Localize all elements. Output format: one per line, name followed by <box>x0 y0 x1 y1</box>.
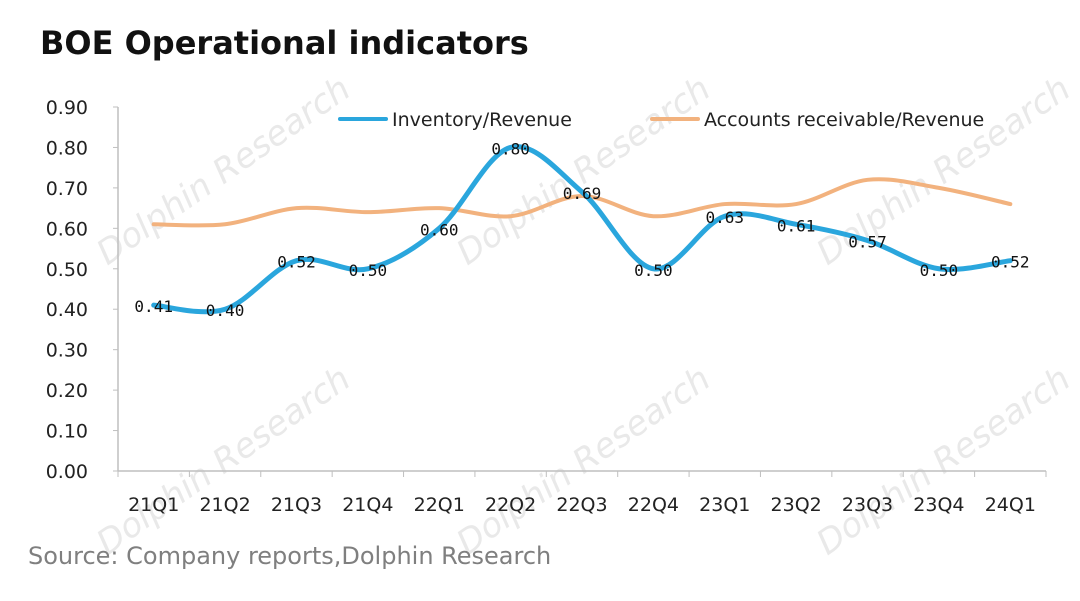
x-tick-label: 21Q1 <box>128 494 179 516</box>
data-label: 0.40 <box>206 301 245 320</box>
watermark-text: Dolphin Research <box>90 69 358 274</box>
x-tick-label: 23Q3 <box>842 494 893 516</box>
x-tick-label: 21Q2 <box>199 494 250 516</box>
x-tick-label: 22Q4 <box>628 494 679 516</box>
x-tick-label: 21Q3 <box>271 494 322 516</box>
y-tick-label: 0.10 <box>46 421 88 443</box>
legend-inventory-label: Inventory/Revenue <box>392 109 572 131</box>
data-label: 0.60 <box>420 220 459 239</box>
source-note: Source: Company reports,Dolphin Research <box>28 542 552 570</box>
x-tick-label: 22Q1 <box>414 494 465 516</box>
y-tick-label: 0.80 <box>46 137 88 159</box>
x-tick-label: 23Q4 <box>913 494 964 516</box>
series-receivable-line <box>151 177 1013 228</box>
data-label: 0.52 <box>991 253 1030 272</box>
watermark-text: Dolphin Research <box>450 69 718 274</box>
x-tick-label: 23Q1 <box>699 494 750 516</box>
data-label: 0.50 <box>920 261 959 280</box>
y-tick-label: 0.60 <box>46 218 88 240</box>
data-label: 0.52 <box>277 253 316 272</box>
y-tick-label: 0.20 <box>46 380 88 402</box>
data-label: 0.41 <box>134 297 173 316</box>
data-label: 0.80 <box>491 139 530 158</box>
y-tick-label: 0.50 <box>46 259 88 281</box>
y-tick-label: 0.00 <box>46 461 88 483</box>
series-inventory-line <box>151 144 1013 315</box>
data-label: 0.69 <box>563 184 602 203</box>
y-tick-label: 0.40 <box>46 299 88 321</box>
x-tick-label: 22Q2 <box>485 494 536 516</box>
watermark-text: Dolphin Research <box>90 359 358 564</box>
data-label: 0.50 <box>634 261 673 280</box>
chart-title: BOE Operational indicators <box>40 24 529 62</box>
watermark-text: Dolphin Research <box>810 359 1078 564</box>
y-tick-label: 0.90 <box>46 97 88 119</box>
data-label: 0.50 <box>349 261 388 280</box>
y-tick-label: 0.30 <box>46 340 88 362</box>
x-tick-label: 23Q2 <box>771 494 822 516</box>
legend-receivable-label: Accounts receivable/Revenue <box>704 109 984 131</box>
data-label: 0.57 <box>848 232 887 251</box>
x-tick-label: 24Q1 <box>985 494 1036 516</box>
data-label: 0.63 <box>706 208 745 227</box>
x-tick-label: 22Q3 <box>556 494 607 516</box>
x-tick-label: 21Q4 <box>342 494 393 516</box>
data-label: 0.61 <box>777 216 816 235</box>
y-tick-label: 0.70 <box>46 178 88 200</box>
watermark-text: Dolphin Research <box>450 359 718 564</box>
